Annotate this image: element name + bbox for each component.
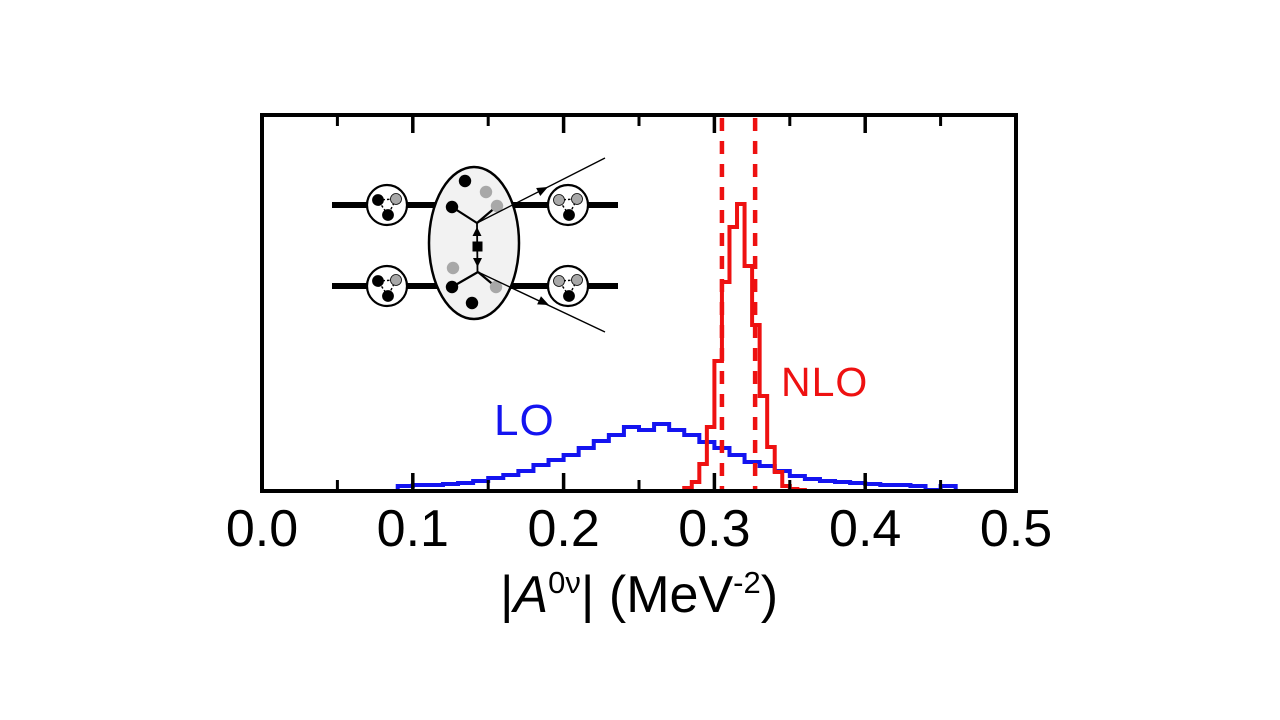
amplitude-symbol: A bbox=[513, 566, 549, 624]
gluon-triangle-icon bbox=[557, 279, 579, 298]
amplitude-superscript: 0ν bbox=[548, 564, 581, 600]
x-tick-label-0.0: 0.0 bbox=[225, 500, 299, 558]
nucleon-circle bbox=[546, 183, 590, 227]
nucleon-circle bbox=[546, 264, 590, 308]
nucleon-circle bbox=[365, 183, 409, 227]
quark-dot bbox=[458, 174, 472, 188]
histogram-nlo bbox=[682, 202, 807, 492]
quark-dot bbox=[563, 290, 575, 302]
electron-arrow-icon bbox=[536, 187, 548, 197]
unit-prefix: (MeV bbox=[594, 566, 734, 624]
x-tick-label-0.2: 0.2 bbox=[527, 500, 600, 558]
gluon-triangle-icon bbox=[376, 198, 398, 217]
quark-dot bbox=[490, 199, 504, 213]
blob-interior bbox=[445, 174, 504, 310]
quark-dot bbox=[571, 274, 583, 286]
arrow-down-icon bbox=[473, 258, 482, 267]
x-axis-title: |A0ν| (MeV-2) bbox=[499, 566, 779, 624]
quark-dot bbox=[372, 275, 384, 287]
quark-dot bbox=[446, 261, 460, 275]
quark-dot bbox=[563, 209, 575, 221]
x-tick-label-0.1: 0.1 bbox=[376, 500, 449, 558]
quark-dot bbox=[445, 200, 459, 214]
nucleon-circle bbox=[365, 264, 409, 308]
series-label-lo: LO bbox=[494, 396, 555, 445]
abs-bar-close: | bbox=[580, 566, 595, 624]
histogram-lo bbox=[395, 422, 958, 492]
x-tick-label-0.5: 0.5 bbox=[979, 500, 1053, 558]
quark-dot bbox=[372, 194, 384, 206]
abs-bar-open: | bbox=[499, 566, 514, 624]
quark-dot bbox=[553, 275, 565, 287]
x-tick-label-0.3: 0.3 bbox=[678, 500, 751, 558]
unit-exponent: -2 bbox=[733, 564, 761, 600]
gluon-triangle-icon bbox=[376, 279, 398, 298]
x-tick-label-0.4: 0.4 bbox=[829, 500, 902, 558]
electron-arrow-icon bbox=[537, 296, 549, 305]
series-label-nlo: NLO bbox=[781, 359, 869, 405]
quark-dot bbox=[479, 185, 493, 199]
plot-frame bbox=[260, 113, 1018, 493]
quark-dot bbox=[465, 296, 479, 310]
quark-dot bbox=[445, 280, 459, 294]
quark-dot bbox=[571, 193, 583, 205]
gluon-triangle-icon bbox=[557, 198, 579, 217]
quark-dot bbox=[382, 290, 394, 302]
lnv-vertex-square bbox=[472, 241, 483, 252]
nucleon-circles bbox=[365, 183, 590, 308]
quark-dot bbox=[390, 193, 402, 205]
feynman-diagram-inset bbox=[332, 157, 618, 333]
quark-dot bbox=[553, 194, 565, 206]
quark-dot bbox=[489, 280, 503, 294]
arrow-up-icon bbox=[472, 227, 482, 236]
quark-dot bbox=[390, 274, 402, 286]
unit-suffix: ) bbox=[760, 566, 779, 624]
quark-dot bbox=[382, 209, 394, 221]
